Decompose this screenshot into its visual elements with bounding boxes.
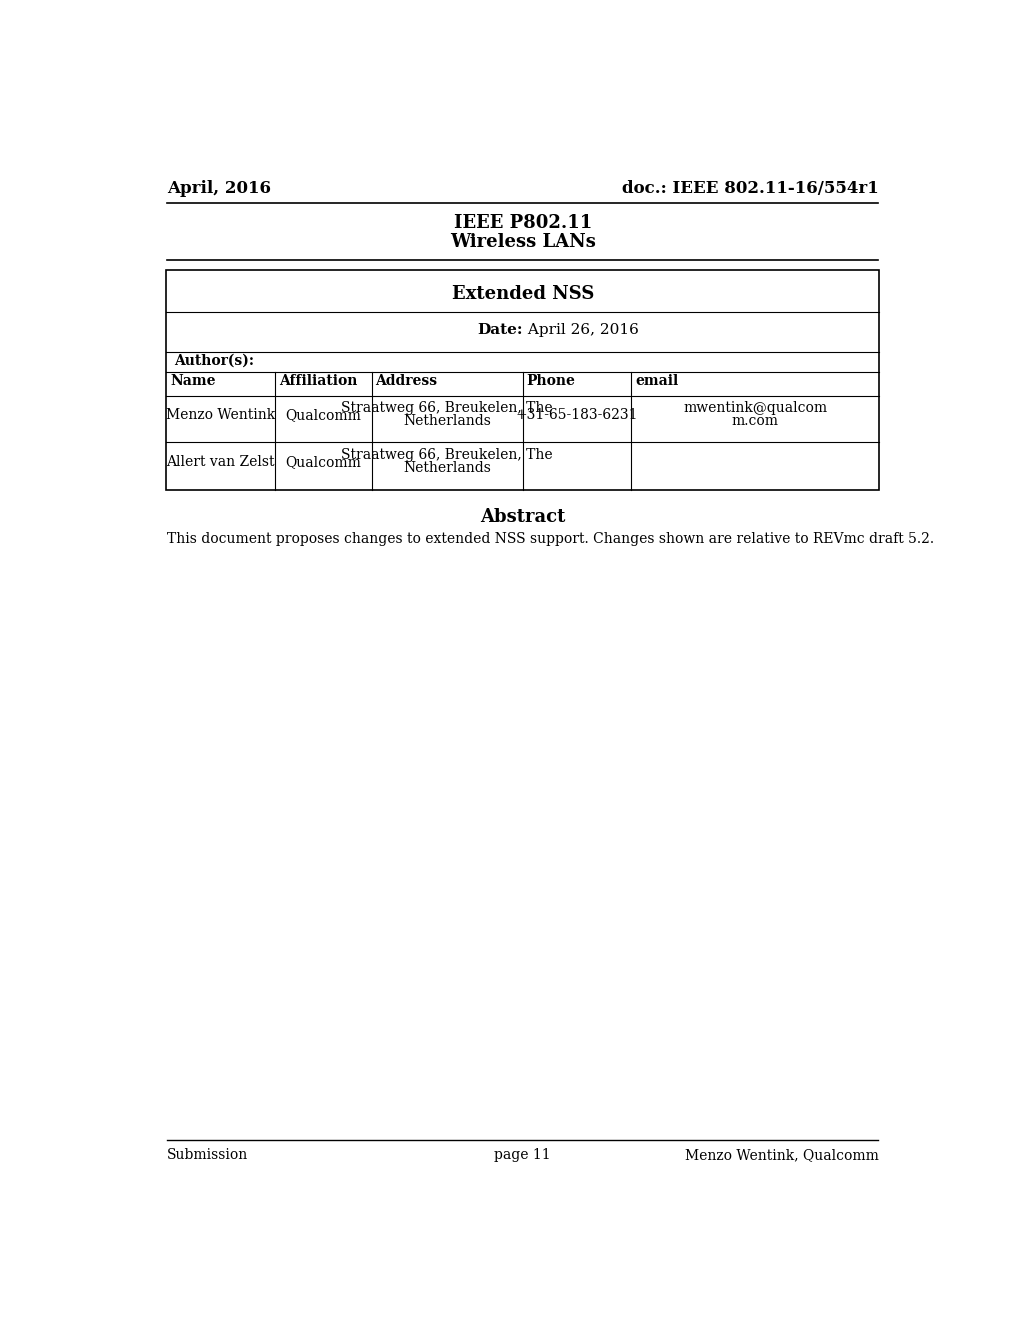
Text: April, 2016: April, 2016 xyxy=(167,180,271,197)
Text: Qualcomm: Qualcomm xyxy=(285,408,361,421)
Text: Netherlands: Netherlands xyxy=(403,461,490,475)
Text: Straatweg 66, Breukelen, The: Straatweg 66, Breukelen, The xyxy=(341,447,552,462)
Text: email: email xyxy=(635,374,678,388)
Text: Name: Name xyxy=(170,374,215,388)
Text: doc.: IEEE 802.11-16/554r1: doc.: IEEE 802.11-16/554r1 xyxy=(622,180,877,197)
Text: Wireless LANs: Wireless LANs xyxy=(449,232,595,251)
Text: Address: Address xyxy=(375,374,437,388)
Text: Menzo Wentink, Qualcomm: Menzo Wentink, Qualcomm xyxy=(684,1148,877,1163)
Text: m.com: m.com xyxy=(731,414,777,428)
Text: Extended NSS: Extended NSS xyxy=(451,285,593,302)
Text: Date:: Date: xyxy=(477,323,522,337)
Text: This document proposes changes to extended NSS support. Changes shown are relati: This document proposes changes to extend… xyxy=(167,532,933,546)
Text: Qualcomm: Qualcomm xyxy=(285,454,361,469)
Text: mwentink@qualcom: mwentink@qualcom xyxy=(683,401,826,414)
Text: Affiliation: Affiliation xyxy=(278,374,357,388)
Text: Submission: Submission xyxy=(167,1148,248,1163)
Text: Straatweg 66, Breukelen, The: Straatweg 66, Breukelen, The xyxy=(341,401,552,414)
Text: Netherlands: Netherlands xyxy=(403,414,490,428)
Text: +31-65-183-6231: +31-65-183-6231 xyxy=(516,408,638,421)
Text: Abstract: Abstract xyxy=(480,508,565,525)
Text: Author(s):: Author(s): xyxy=(174,354,254,368)
Text: Phone: Phone xyxy=(526,374,575,388)
Text: Menzo Wentink: Menzo Wentink xyxy=(166,408,275,421)
Text: page 11: page 11 xyxy=(494,1148,550,1163)
Text: IEEE P802.11: IEEE P802.11 xyxy=(453,214,591,232)
Bar xyxy=(166,271,878,490)
Text: April 26, 2016: April 26, 2016 xyxy=(522,323,638,337)
Text: Allert van Zelst: Allert van Zelst xyxy=(166,454,274,469)
